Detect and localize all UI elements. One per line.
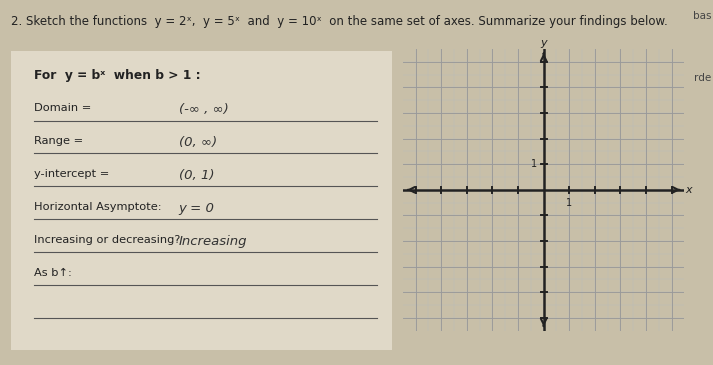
Text: (-∞ , ∞): (-∞ , ∞) — [178, 103, 228, 116]
Text: y = 0: y = 0 — [178, 202, 215, 215]
Text: 1: 1 — [566, 198, 573, 208]
Text: bas: bas — [693, 11, 712, 21]
FancyBboxPatch shape — [0, 45, 400, 360]
Text: x: x — [685, 185, 692, 195]
Text: Range =: Range = — [34, 136, 83, 146]
Text: For  y = bˣ  when b > 1 :: For y = bˣ when b > 1 : — [34, 69, 200, 81]
Text: y: y — [540, 38, 547, 49]
Text: rde: rde — [694, 73, 712, 83]
Text: Increasing: Increasing — [178, 235, 247, 248]
Text: Horizontal Asymptote:: Horizontal Asymptote: — [34, 202, 161, 212]
Text: 2. Sketch the functions  y = 2ˣ,  y = 5ˣ  and  y = 10ˣ  on the same set of axes.: 2. Sketch the functions y = 2ˣ, y = 5ˣ a… — [11, 15, 667, 28]
Text: Increasing or decreasing?: Increasing or decreasing? — [34, 235, 180, 245]
Text: (0, 1): (0, 1) — [178, 169, 214, 182]
Text: (0, ∞): (0, ∞) — [178, 136, 217, 149]
Text: y-intercept =: y-intercept = — [34, 169, 109, 179]
Text: 1: 1 — [531, 159, 538, 169]
Text: As b↑:: As b↑: — [34, 268, 71, 277]
Text: Domain =: Domain = — [34, 103, 91, 113]
